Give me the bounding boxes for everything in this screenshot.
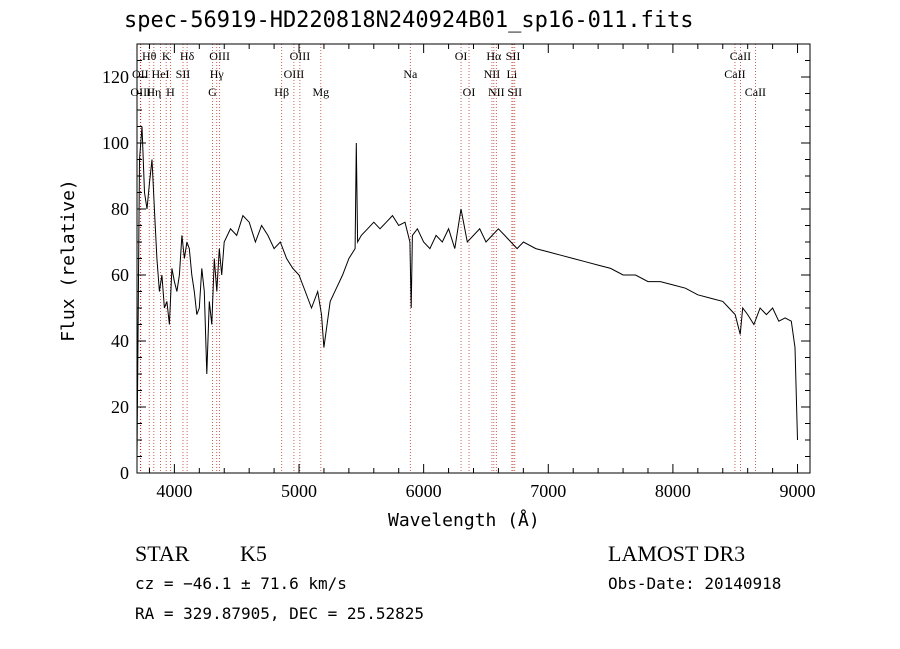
redshift-cz: cz = −46.1 ± 71.6 km/s [135, 574, 347, 593]
line-marker-label: OII [132, 67, 149, 81]
line-marker-label: OIII [284, 67, 305, 81]
x-tick-label: 8000 [655, 481, 691, 501]
line-marker-label: Li [507, 67, 518, 81]
y-axis-ticks: 0 20 40 60 80 100 120 [102, 43, 810, 483]
x-tick-label: 9000 [780, 481, 816, 501]
line-marker-label: H [166, 85, 175, 99]
line-marker-label: OIII [209, 49, 230, 63]
line-marker-label: OIII [290, 49, 311, 63]
line-marker-label: Hγ [210, 67, 225, 81]
plot-frame [136, 43, 811, 474]
line-marker-label: Hη [146, 85, 161, 99]
x-tick-label: 5000 [281, 481, 317, 501]
line-marker-labels: Hθ K Hδ OIII OIII OI Hα SII CaII OII HeI SII Hγ OIII N… [130, 49, 766, 99]
line-marker-label: HeI [152, 67, 170, 81]
line-marker-label: Hθ [142, 49, 157, 63]
line-markers [139, 44, 756, 473]
spectrum-line [136, 126, 798, 457]
chart-title: spec-56919-HD220818N240924B01_sp16-011.f… [124, 8, 694, 33]
line-marker-label: NII [488, 85, 505, 99]
line-marker-label: NII [484, 67, 501, 81]
x-axis-label: Wavelength (Å) [388, 510, 540, 531]
line-marker-label: SII [176, 67, 191, 81]
line-marker-label: OIII [130, 85, 151, 99]
line-marker-label: OI [463, 85, 476, 99]
survey-label: LAMOST DR3 [608, 541, 746, 566]
line-marker-label: CaII [724, 67, 745, 81]
x-axis-ticks: 4000 5000 6000 7000 8000 9000 [148, 44, 816, 501]
line-marker-label: SII [506, 49, 521, 63]
line-marker-label: Mg [312, 85, 329, 99]
y-tick-label: 40 [111, 331, 129, 351]
line-marker-label: Hα [486, 49, 502, 63]
x-tick-label: 4000 [156, 481, 192, 501]
y-tick-label: 20 [111, 397, 129, 417]
y-tick-label: 0 [120, 463, 129, 483]
line-marker-label: CaII [745, 85, 766, 99]
line-marker-label: G [208, 85, 217, 99]
line-marker-label: OI [455, 49, 468, 63]
y-tick-label: 120 [102, 67, 129, 87]
y-tick-label: 80 [111, 199, 129, 219]
object-subclass: K5 [240, 541, 267, 566]
y-axis-label: Flux (relative) [57, 179, 79, 342]
line-marker-label: Hδ [180, 49, 195, 63]
x-tick-label: 6000 [406, 481, 442, 501]
line-marker-label: K [162, 49, 171, 63]
y-tick-label: 100 [102, 133, 129, 153]
line-marker-label: Na [403, 67, 418, 81]
object-class: STAR [135, 541, 190, 566]
line-marker-label: Hβ [274, 85, 289, 99]
line-marker-label: SII [507, 85, 522, 99]
observation-date: Obs-Date: 20140918 [608, 574, 782, 593]
y-tick-label: 60 [111, 265, 129, 285]
line-marker-label: CaII [730, 49, 751, 63]
x-tick-label: 7000 [530, 481, 566, 501]
ra-dec-coordinates: RA = 329.87905, DEC = 25.52825 [135, 604, 424, 623]
